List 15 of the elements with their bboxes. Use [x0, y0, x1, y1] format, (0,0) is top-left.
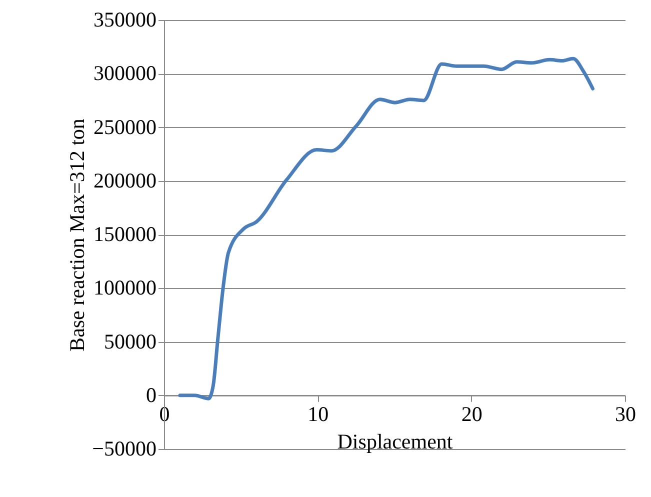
- y-tick-label: 50000: [104, 329, 156, 354]
- y-tick-label: 350000: [94, 8, 156, 32]
- x-tick-label: 10: [308, 402, 329, 426]
- y-tick-label: 300000: [94, 61, 156, 86]
- y-tick-label: 100000: [94, 276, 156, 300]
- line-series: [178, 56, 594, 400]
- y-tick-label: 150000: [94, 222, 156, 246]
- y-axis-title: Base reaction Max=312 ton: [65, 118, 90, 352]
- x-axis-title: Displacement: [337, 429, 453, 454]
- y-tick-label: −50000: [92, 436, 156, 460]
- y-tick-label: 0: [146, 382, 156, 407]
- y-tick-label: 200000: [94, 168, 156, 192]
- x-tick-label: 20: [461, 402, 482, 426]
- x-tick-label: 30: [615, 402, 636, 426]
- y-tick-label: 250000: [94, 114, 156, 139]
